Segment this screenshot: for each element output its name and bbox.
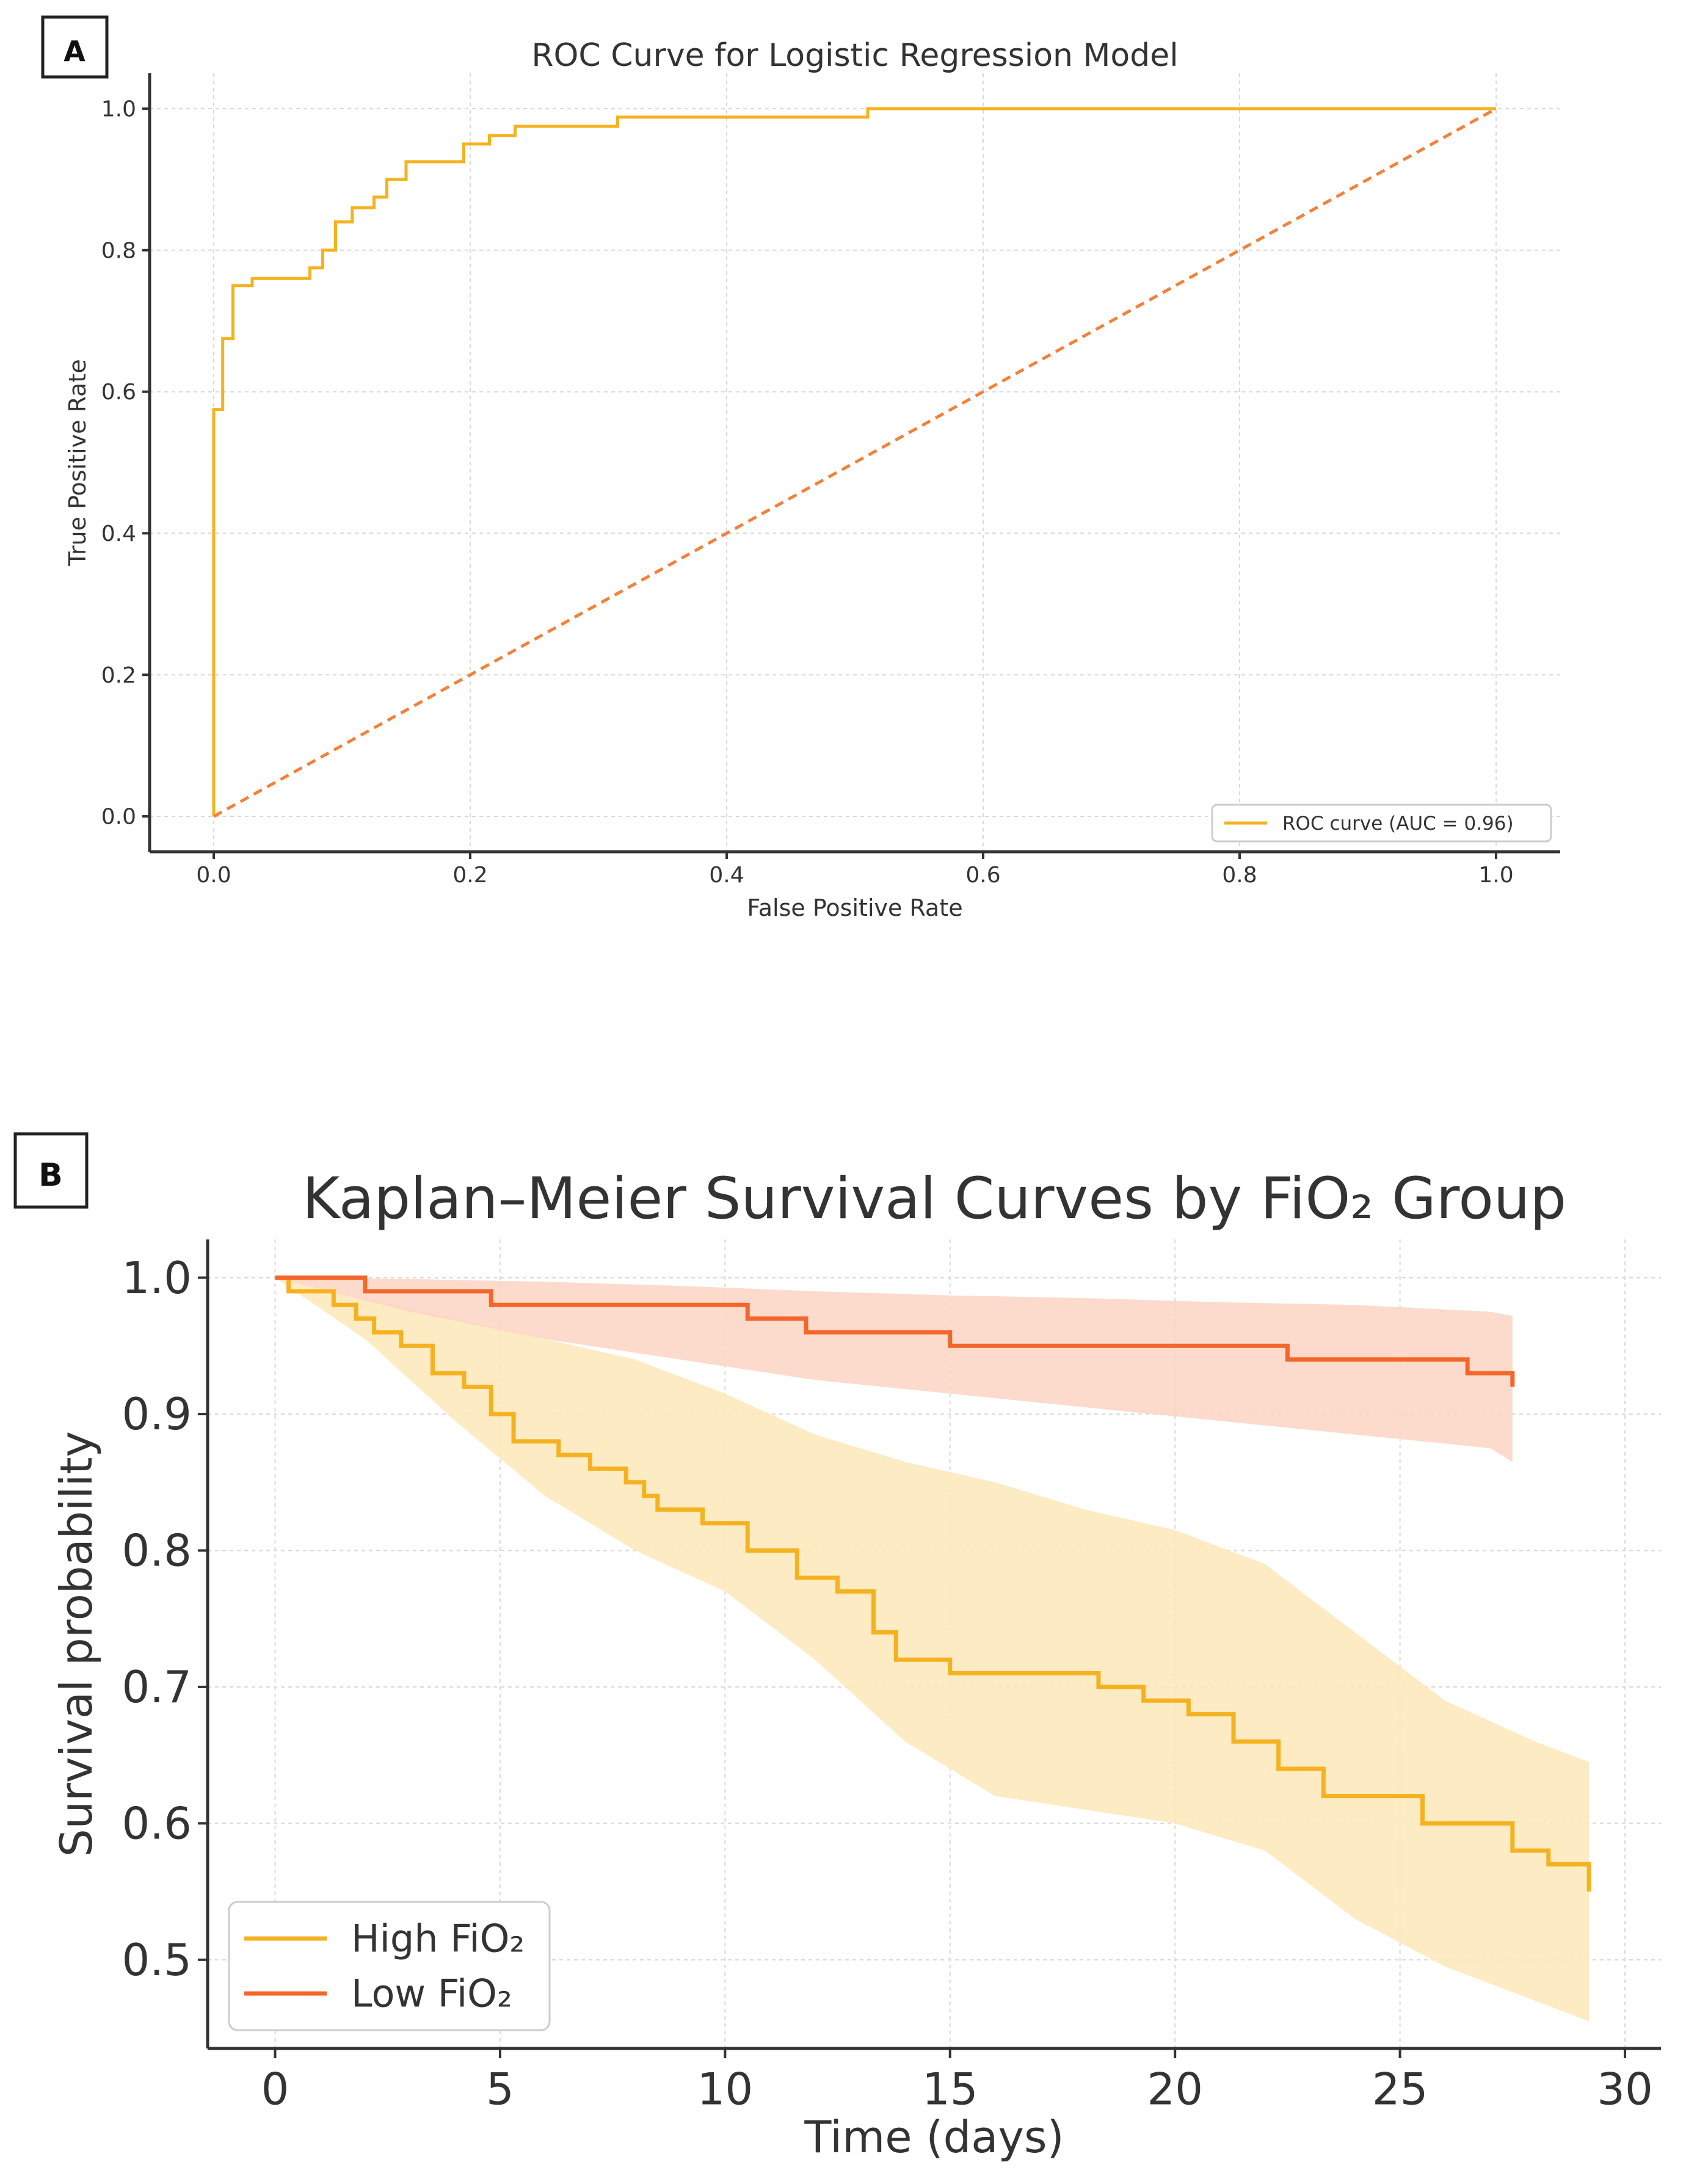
roc-x-label: False Positive Rate (747, 894, 962, 921)
roc-series-chance (213, 107, 1497, 818)
roc-x-tick-label-4: 0.8 (1222, 863, 1257, 888)
roc-y-tick-label-3: 0.6 (101, 380, 136, 405)
km-y-label: Survival probability (51, 1431, 102, 1857)
km-legend-label-0: High FiO₂ (351, 1917, 525, 1961)
km-legend-label-1: Low FiO₂ (351, 1972, 512, 2016)
panel-label-b-box (13, 1132, 89, 1209)
km-x-tick-label-4: 20 (1147, 2064, 1203, 2115)
km-x-tick-label-2: 10 (697, 2064, 754, 2115)
roc-y-tick-label-5: 1.0 (101, 97, 136, 122)
roc-series-roc-curve-auc-0-96- (212, 107, 1496, 817)
roc-x-tick-label-2: 0.4 (709, 863, 744, 888)
km-y-tick-label-4: 0.9 (122, 1388, 192, 1440)
km-x-tick-label-3: 15 (922, 2064, 978, 2115)
km-legend-box (228, 1901, 551, 2031)
roc-y-tick-label-0: 0.0 (101, 805, 136, 830)
roc-legend-label-0: ROC curve (AUC = 0.96) (1282, 813, 1514, 835)
km-chart: 0 5 10 15 20 25 30 0.5 0.6 0.7 0.8 0.9 1.0 Kaplan–Mei… (51, 1166, 1661, 2163)
roc-y-tick-label-2: 0.4 (101, 521, 136, 546)
roc-title: ROC Curve for Logistic Regression Model (531, 37, 1178, 74)
km-x-label: Time (days) (804, 2111, 1064, 2163)
km-x-tick-label-0: 0 (261, 2064, 289, 2115)
km-ci-band-high-fio- (275, 1277, 1590, 2022)
km-x-tick-label-5: 25 (1372, 2064, 1428, 2115)
km-ci-band-low-fio- (275, 1277, 1513, 1462)
km-title: Kaplan–Meier Survival Curves by FiO₂ Gro… (302, 1166, 1566, 1232)
panel-label-b: B (38, 1157, 63, 1194)
km-y-tick-label-0: 0.5 (122, 1934, 192, 1986)
km-series-high-fio- (275, 1275, 1591, 1892)
km-series-low-fio- (275, 1275, 1515, 1387)
km-x-tick-label-1: 5 (486, 2064, 514, 2115)
km-y-tick-label-1: 0.6 (122, 1798, 192, 1849)
roc-chart: 0.0 0.2 0.4 0.6 0.8 1.0 0.0 0.2 0.4 0.6 0.8 1.0 ROC … (64, 37, 1560, 921)
panel-label-a-box (41, 15, 109, 79)
km-x-tick-label-6: 30 (1597, 2064, 1653, 2115)
roc-x-tick-label-1: 0.2 (452, 863, 487, 888)
roc-y-tick-label-1: 0.2 (101, 663, 136, 688)
roc-legend-box (1211, 804, 1552, 843)
km-y-tick-label-5: 1.0 (122, 1252, 192, 1304)
roc-x-tick-label-5: 1.0 (1478, 863, 1513, 888)
roc-y-tick-label-4: 0.8 (101, 238, 136, 263)
panel-label-a: A (64, 35, 85, 68)
roc-x-tick-label-3: 0.6 (965, 863, 1000, 888)
roc-y-label: True Positive Rate (64, 359, 91, 567)
km-y-tick-label-2: 0.7 (122, 1661, 192, 1713)
km-y-tick-label-3: 0.8 (122, 1525, 192, 1576)
roc-x-tick-label-0: 0.0 (196, 863, 231, 888)
